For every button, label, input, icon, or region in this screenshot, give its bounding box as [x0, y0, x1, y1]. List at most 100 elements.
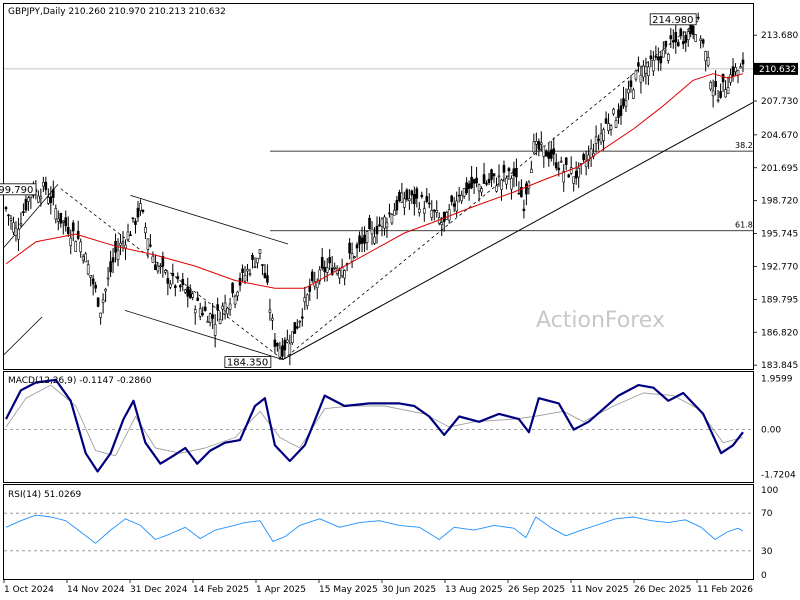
candle-body	[649, 55, 653, 59]
candle-body	[188, 289, 192, 299]
candle-body	[91, 278, 95, 285]
candle-body	[22, 211, 25, 213]
fib-382-label: 38.2	[735, 141, 753, 150]
candle-body	[535, 140, 538, 145]
candle-body	[403, 198, 406, 208]
candle-body	[320, 257, 324, 269]
candle-body	[642, 65, 645, 78]
candle-body	[410, 190, 414, 196]
candle-body	[413, 193, 416, 205]
rsi-layer	[4, 512, 753, 552]
candle-body	[530, 168, 533, 174]
dashed-channel-line	[282, 20, 699, 360]
candle-body	[599, 133, 603, 143]
rsi-tick-label: 30	[761, 547, 773, 557]
candle-body	[111, 257, 115, 263]
candle-body	[343, 270, 346, 279]
candle-body	[510, 178, 513, 190]
candle-body	[365, 231, 369, 243]
candle-body	[729, 74, 732, 83]
low-label: 184.350	[227, 358, 268, 369]
candle-body	[156, 265, 160, 272]
candle-body	[457, 194, 461, 197]
channel-upper-line	[130, 194, 289, 245]
left-lower-line	[3, 316, 43, 355]
candle-body	[303, 297, 307, 303]
candle-body	[253, 266, 257, 268]
price-header: GBPJPY,Daily 210.260 210.970 210.213 210…	[8, 7, 226, 17]
candle-body	[144, 226, 147, 234]
candle-body	[490, 169, 493, 180]
candle-body	[94, 284, 97, 289]
candle-body	[669, 35, 673, 40]
candle-body	[542, 145, 546, 157]
x-tick-label: 14 Nov 2024	[67, 585, 125, 595]
candle-body	[517, 192, 521, 195]
candle-body	[106, 277, 110, 280]
candle-body	[169, 283, 172, 288]
candle-body	[134, 220, 137, 225]
macd-panel	[3, 371, 754, 483]
candle-body	[594, 136, 598, 144]
candle-body	[455, 200, 458, 212]
candle-body	[537, 141, 541, 150]
candle-body	[54, 208, 58, 220]
candle-body	[619, 105, 623, 116]
candle-body	[300, 316, 304, 319]
candle-body	[181, 279, 185, 285]
rsi-panel	[3, 484, 754, 580]
candle-body	[400, 192, 404, 203]
candle-body	[378, 224, 381, 227]
fib-618-label: 61.8	[735, 221, 753, 230]
candle-body	[198, 308, 202, 317]
candle-body	[492, 173, 496, 177]
x-tick-label: 1 Apr 2025	[256, 585, 306, 595]
candle-body	[353, 256, 356, 259]
candle-body	[574, 170, 578, 179]
candle-body	[597, 138, 600, 141]
candle-body	[617, 109, 620, 118]
candle-body	[49, 196, 53, 203]
candle-body	[505, 177, 508, 185]
candle-body	[652, 59, 655, 72]
candle-body	[258, 249, 262, 254]
candle-body	[96, 297, 100, 307]
candle-body	[37, 195, 40, 203]
candle-body	[243, 275, 247, 282]
candle-body	[734, 67, 737, 72]
candle-body	[233, 295, 237, 305]
candle-body	[271, 318, 274, 321]
candle-body	[520, 187, 523, 198]
candle-body	[12, 222, 15, 233]
candle-body	[129, 234, 132, 237]
candle-body	[589, 148, 593, 158]
low-label-box	[224, 356, 272, 368]
candle-body	[450, 195, 453, 202]
candle-body	[69, 237, 73, 247]
candle-body	[104, 288, 107, 292]
candle-body	[315, 281, 319, 289]
candle-body	[308, 285, 312, 292]
candle-body	[248, 273, 252, 275]
candle-body	[694, 34, 697, 42]
candle-body	[549, 149, 553, 159]
candle-body	[427, 202, 431, 205]
candle-body	[71, 222, 75, 232]
x-tick-label: 1 Oct 2024	[4, 585, 54, 595]
price-tick-label: 186.820	[761, 328, 798, 338]
candle-body	[512, 168, 516, 177]
candle-body	[241, 268, 244, 273]
candle-body	[305, 294, 309, 306]
candle-body	[360, 237, 364, 244]
candle-body	[4, 207, 8, 210]
candle-body	[330, 267, 334, 275]
candle-body	[432, 209, 436, 212]
candle-body	[221, 305, 224, 310]
candle-body	[338, 270, 341, 279]
candle-body	[622, 98, 625, 107]
x-tick-label: 13 Aug 2025	[445, 585, 503, 595]
candle-body	[116, 249, 120, 260]
x-tick-label: 11 Nov 2025	[571, 585, 629, 595]
candle-body	[567, 174, 571, 178]
